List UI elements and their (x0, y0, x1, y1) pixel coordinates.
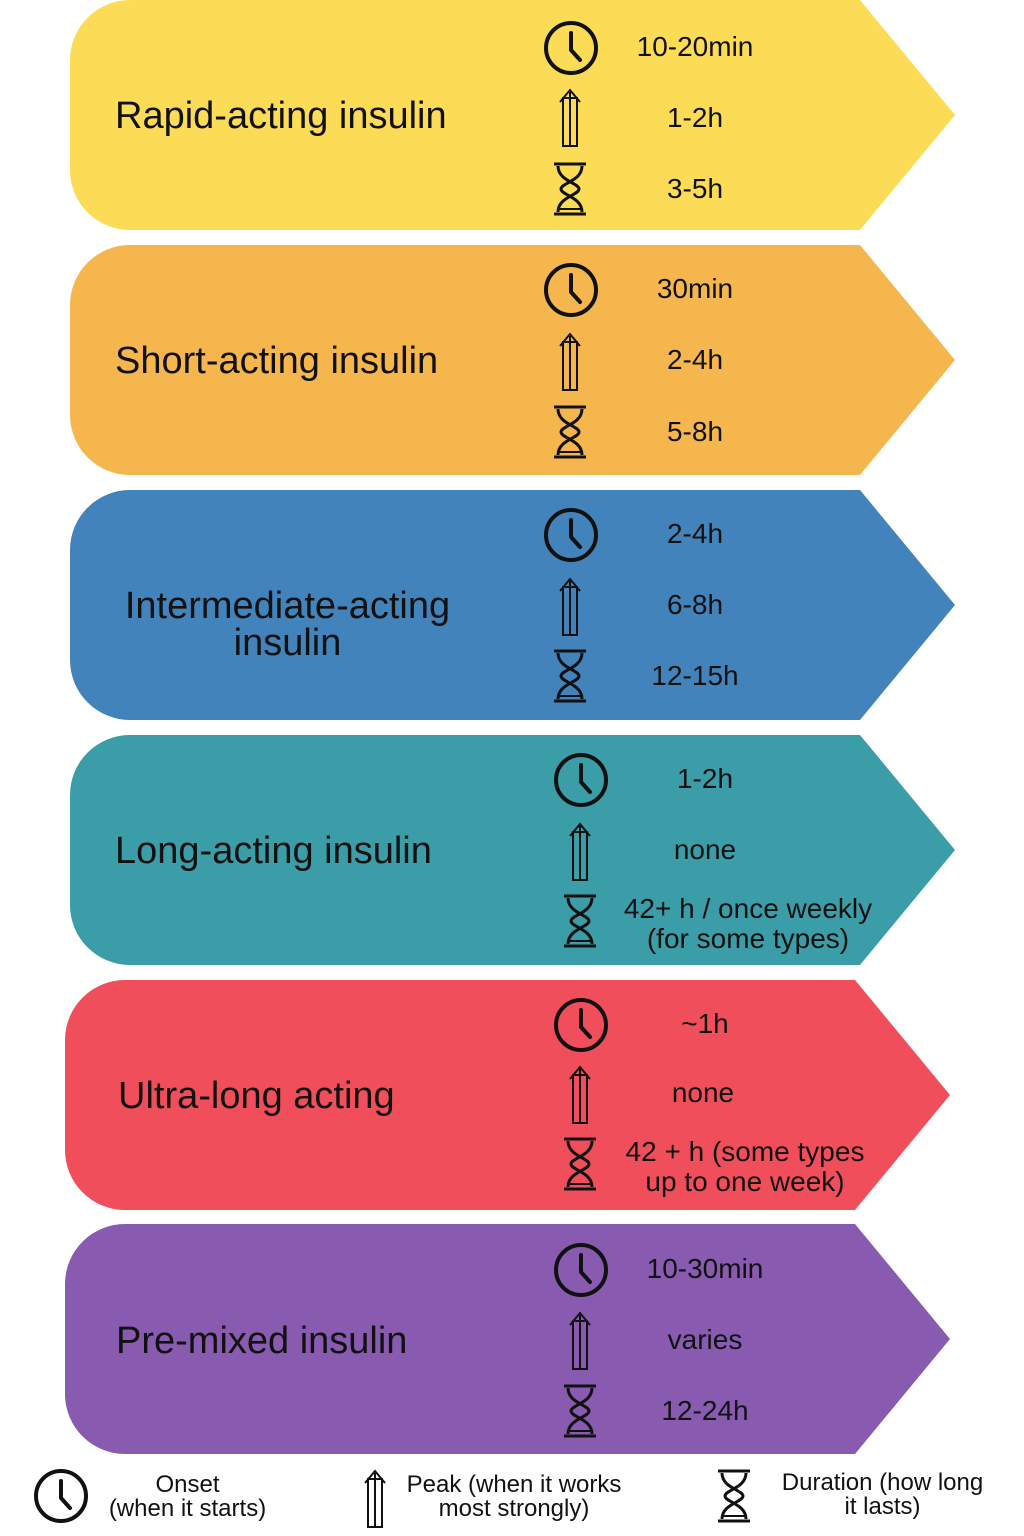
duration-value: 12-24h (661, 1395, 749, 1426)
legend-onset-label: Onset (when it starts) (108, 1471, 267, 1522)
peak-value: varies (667, 1324, 743, 1355)
clock-icon (553, 997, 609, 1058)
peak-value: 6-8h (666, 589, 724, 620)
hourglass-icon (563, 1136, 597, 1197)
legend-duration-label: Duration (how long it lasts) (781, 1469, 984, 1520)
card-title: Ultra-long acting (118, 1075, 395, 1117)
clock-icon (553, 752, 609, 813)
legend-hourglass-icon (717, 1468, 751, 1529)
card-intermediate-acting (70, 490, 955, 720)
duration-value: 42 + h (some types up to one week) (625, 1136, 865, 1197)
peak-value: 1-2h (666, 102, 724, 133)
legend-arrow-up-icon (362, 1469, 388, 1534)
clock-icon (543, 20, 599, 81)
onset-value: 10-20min (636, 31, 754, 62)
peak-value: none (673, 834, 737, 865)
card-ultra-long-acting (65, 980, 950, 1210)
arrow-up-icon (557, 332, 583, 397)
card-short-acting (70, 245, 955, 475)
duration-value: 3-5h (666, 173, 724, 204)
peak-value: none (671, 1077, 735, 1108)
card-rapid-acting (70, 0, 955, 230)
onset-value: 10-30min (646, 1253, 764, 1284)
hourglass-icon (563, 893, 597, 954)
hourglass-icon (553, 404, 587, 465)
duration-value: 42+ h / once weekly (for some types) (623, 893, 873, 954)
arrow-up-icon (567, 1065, 593, 1130)
duration-value: 5-8h (666, 416, 724, 447)
onset-value: 1-2h (676, 763, 734, 794)
peak-value: 2-4h (666, 344, 724, 375)
hourglass-icon (563, 1383, 597, 1444)
onset-value: ~1h (681, 1008, 729, 1039)
card-title: Short-acting insulin (115, 340, 439, 382)
card-pre-mixed (65, 1224, 950, 1454)
legend-peak-label: Peak (when it works most strongly) (406, 1471, 622, 1522)
arrow-up-icon (557, 88, 583, 153)
card-title: Rapid-acting insulin (115, 95, 447, 137)
arrow-up-icon (567, 822, 593, 887)
arrow-up-icon (567, 1311, 593, 1376)
onset-value: 30min (656, 273, 734, 304)
arrow-up-icon (557, 577, 583, 642)
hourglass-icon (553, 648, 587, 709)
clock-icon (553, 1242, 609, 1303)
duration-value: 12-15h (651, 660, 739, 691)
card-long-acting (70, 735, 955, 965)
clock-icon (543, 507, 599, 568)
card-title: Long-acting insulin (115, 830, 432, 872)
hourglass-icon (553, 161, 587, 222)
onset-value: 2-4h (666, 518, 724, 549)
card-title: Intermediate-acting insulin (124, 585, 451, 664)
clock-icon (543, 262, 599, 323)
legend-clock-icon (33, 1468, 89, 1529)
card-title: Pre-mixed insulin (116, 1320, 408, 1362)
